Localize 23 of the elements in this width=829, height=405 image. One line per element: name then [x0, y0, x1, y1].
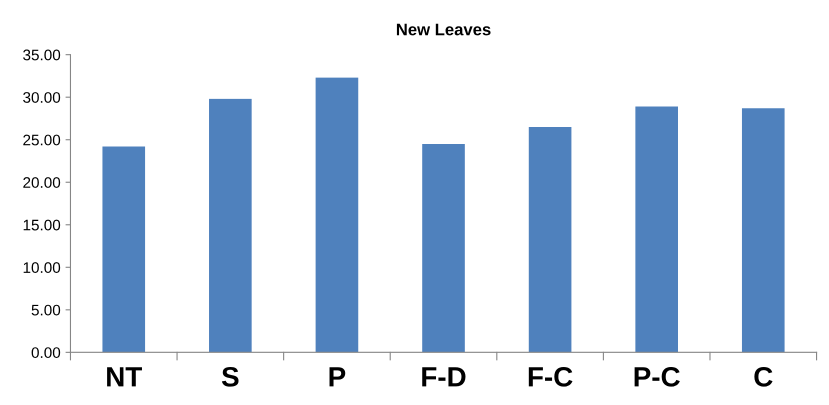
bar — [209, 98, 252, 352]
y-tick-label: 15.00 — [24, 220, 60, 230]
bar — [742, 108, 785, 352]
bar — [316, 78, 358, 352]
y-tick-label: 30.00 — [23, 92, 60, 103]
y-tick-label: 10.00 — [24, 262, 60, 273]
bar — [102, 146, 146, 352]
x-tick-label: P-C — [634, 366, 680, 387]
bar — [528, 126, 572, 352]
x-tick-label: C — [754, 366, 773, 387]
y-tick-label: 25.00 — [23, 134, 60, 146]
bar — [635, 106, 678, 352]
y-tick-label: 20.00 — [23, 177, 60, 188]
y-tick-label: 5.00 — [32, 304, 60, 316]
x-tick-label: F-C — [528, 366, 572, 387]
chart-title: New Leaves — [396, 24, 491, 36]
x-tick-label: F-D — [422, 367, 466, 386]
bar — [422, 144, 465, 352]
y-tick-label: 0.00 — [32, 347, 60, 358]
y-tick-label: 35.00 — [23, 50, 60, 60]
x-tick-label: S — [222, 366, 239, 387]
x-tick-label: P — [330, 367, 346, 386]
x-tick-label: NT — [107, 367, 142, 386]
